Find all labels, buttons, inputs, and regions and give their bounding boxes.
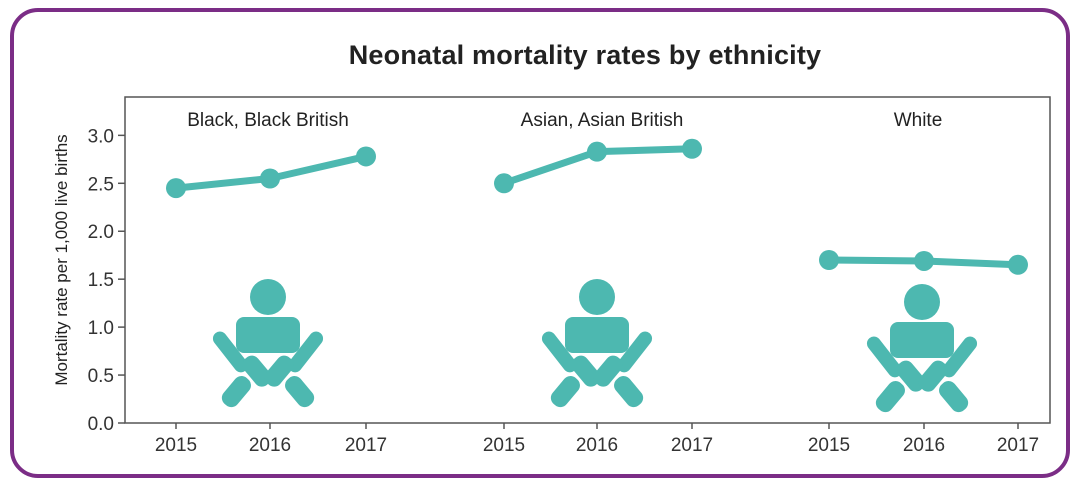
baby-icon xyxy=(864,284,980,416)
x-tick-label: 2016 xyxy=(576,435,618,456)
x-tick-label: 2016 xyxy=(249,435,291,456)
x-tick-label: 2015 xyxy=(483,435,525,456)
y-tick-label: 2.0 xyxy=(88,222,114,243)
baby-icon xyxy=(539,279,655,411)
data-point xyxy=(260,168,280,189)
data-point xyxy=(819,250,839,270)
data-point xyxy=(356,146,376,167)
y-tick-label: 1.0 xyxy=(88,318,114,339)
x-tick-label: 2016 xyxy=(903,435,945,456)
data-point xyxy=(914,250,934,271)
data-point xyxy=(587,141,607,162)
series-layer xyxy=(166,138,1028,275)
x-tick-label: 2017 xyxy=(671,435,713,456)
x-tick-label: 2017 xyxy=(997,435,1039,456)
x-tick-label: 2015 xyxy=(808,435,850,456)
series-label: Asian, Asian British xyxy=(521,110,684,131)
data-point xyxy=(494,173,514,194)
group-labels: Black, Black British Asian, Asian British… xyxy=(187,110,942,131)
x-tick-label: 2015 xyxy=(155,435,197,456)
data-point xyxy=(682,138,702,159)
y-tick-label: 0.5 xyxy=(88,366,114,387)
icon-layer xyxy=(210,279,980,416)
y-tick-label: 3.0 xyxy=(88,126,114,147)
series-label: White xyxy=(894,110,943,131)
baby-icon xyxy=(210,279,326,411)
plot-area xyxy=(124,96,1051,424)
data-point xyxy=(166,178,186,199)
y-tick-label: 1.5 xyxy=(88,270,114,291)
series-label: Black, Black British xyxy=(187,110,349,131)
y-tick-label: 0.0 xyxy=(88,414,114,435)
x-tick-label: 2017 xyxy=(345,435,387,456)
y-axis-label: Mortality rate per 1,000 live births xyxy=(52,134,71,385)
y-tick-label: 2.5 xyxy=(88,174,114,195)
y-axis: 0.0 0.5 1.0 1.5 2.0 2.5 3.0 xyxy=(88,126,125,435)
x-axis: 2015 2016 2017 2015 2016 2017 2015 2016 2017 xyxy=(155,423,1039,456)
data-point xyxy=(1008,254,1028,275)
chart-title: Neonatal mortality rates by ethnicity xyxy=(348,40,822,70)
